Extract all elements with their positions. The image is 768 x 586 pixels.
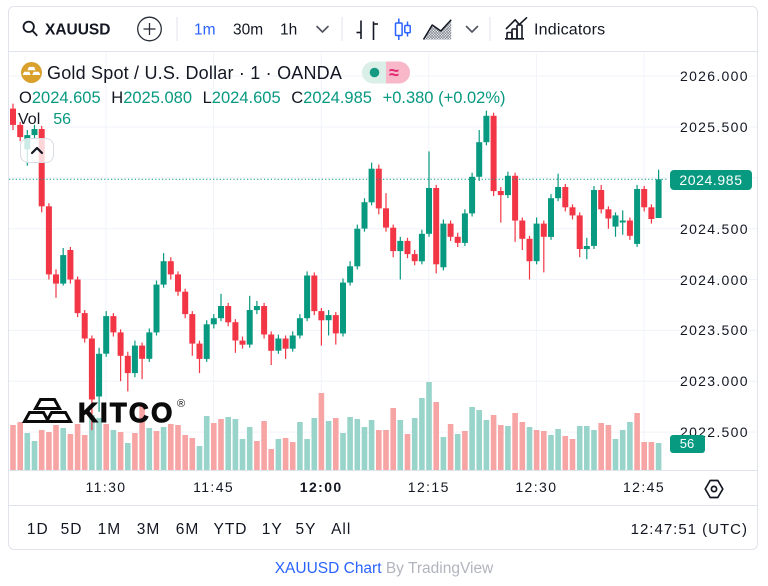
svg-text:1h: 1h [280, 22, 297, 39]
svg-text:Gold Spot / U.S. Dollar · 1 ·: Gold Spot / U.S. Dollar · 1 · OANDA [47, 63, 342, 83]
svg-text:XAUUSD: XAUUSD [45, 22, 110, 39]
svg-text:®: ® [177, 398, 185, 410]
svg-text:KITCO: KITCO [78, 397, 175, 428]
svg-text:Indicators: Indicators [534, 22, 605, 39]
svg-text:1m: 1m [194, 22, 216, 39]
svg-text:≈: ≈ [389, 63, 399, 83]
svg-text:30m: 30m [233, 22, 263, 39]
